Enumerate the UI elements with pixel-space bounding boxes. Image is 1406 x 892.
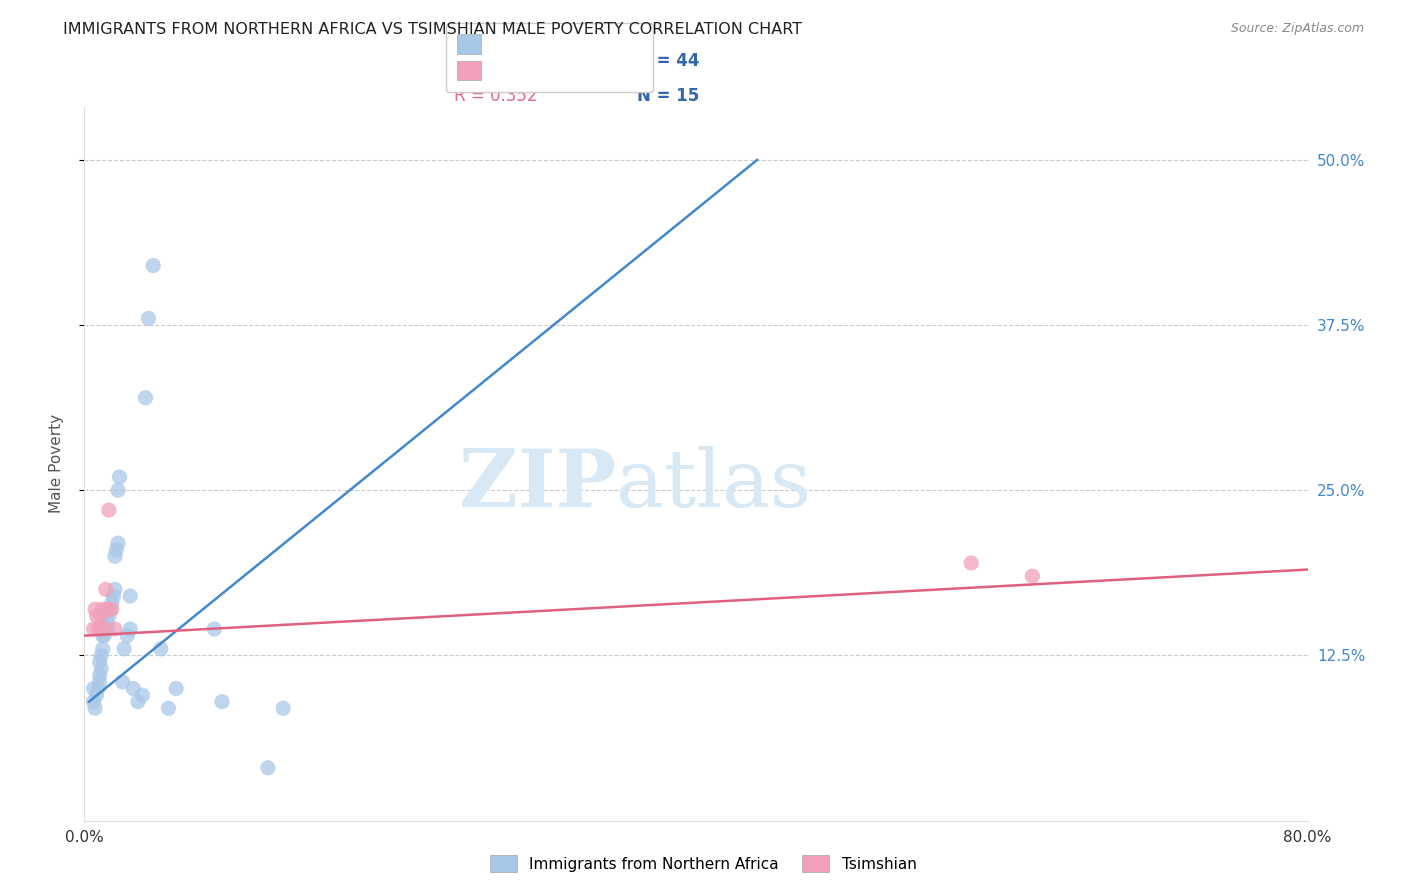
Point: [86, 688, 108, 702]
Point: [960, 556, 983, 570]
Point: [157, 701, 180, 715]
Point: [93, 629, 115, 643]
Point: [202, 622, 225, 636]
Point: [90, 648, 112, 663]
Point: [103, 589, 125, 603]
Point: [271, 701, 294, 715]
Point: [89, 674, 111, 689]
Point: [86, 608, 108, 623]
Point: [111, 674, 134, 689]
Point: [257, 761, 280, 775]
Point: [101, 602, 124, 616]
Legend:                             ,                             : ,: [446, 22, 652, 92]
Point: [131, 688, 153, 702]
Point: [96, 602, 118, 616]
Point: [98, 602, 121, 616]
Text: N = 15: N = 15: [637, 87, 700, 105]
Point: [84, 602, 107, 616]
Point: [87, 622, 110, 636]
Point: [83, 695, 105, 709]
Text: Source: ZipAtlas.com: Source: ZipAtlas.com: [1230, 22, 1364, 36]
Text: R = 0.598: R = 0.598: [454, 52, 537, 70]
Point: [90, 608, 112, 623]
Point: [127, 695, 149, 709]
Point: [120, 622, 142, 636]
Point: [104, 582, 127, 597]
Point: [83, 681, 105, 696]
Text: IMMIGRANTS FROM NORTHERN AFRICA VS TSIMSHIAN MALE POVERTY CORRELATION CHART: IMMIGRANTS FROM NORTHERN AFRICA VS TSIMS…: [63, 22, 803, 37]
Point: [94, 582, 117, 597]
Text: N = 44: N = 44: [637, 52, 700, 70]
Point: [91, 629, 114, 643]
Point: [89, 668, 111, 682]
Point: [104, 622, 127, 636]
Point: [107, 536, 129, 550]
Point: [96, 615, 118, 630]
Point: [97, 608, 120, 623]
Point: [89, 622, 111, 636]
Y-axis label: Male Poverty: Male Poverty: [49, 414, 63, 514]
Point: [149, 641, 172, 656]
Point: [211, 695, 233, 709]
Point: [112, 641, 135, 656]
Point: [138, 311, 160, 326]
Point: [90, 662, 112, 676]
Point: [89, 655, 111, 669]
Point: [115, 629, 138, 643]
Point: [104, 549, 127, 564]
Point: [135, 391, 157, 405]
Point: [91, 641, 114, 656]
Point: [165, 681, 187, 696]
Point: [142, 259, 165, 273]
Point: [101, 596, 124, 610]
Point: [93, 622, 115, 636]
Point: [1021, 569, 1043, 583]
Point: [97, 503, 120, 517]
Point: [83, 622, 105, 636]
Point: [96, 622, 118, 636]
Text: atlas: atlas: [616, 446, 811, 524]
Point: [122, 681, 145, 696]
Point: [107, 483, 129, 498]
Point: [91, 602, 114, 616]
Point: [94, 622, 117, 636]
Point: [84, 701, 107, 715]
Text: ZIP: ZIP: [460, 446, 616, 524]
Point: [105, 542, 128, 557]
Text: R = 0.352: R = 0.352: [454, 87, 537, 105]
Point: [108, 470, 131, 484]
Point: [87, 681, 110, 696]
Point: [120, 589, 142, 603]
Legend: Immigrants from Northern Africa, Tsimshian: Immigrants from Northern Africa, Tsimshi…: [482, 847, 924, 880]
